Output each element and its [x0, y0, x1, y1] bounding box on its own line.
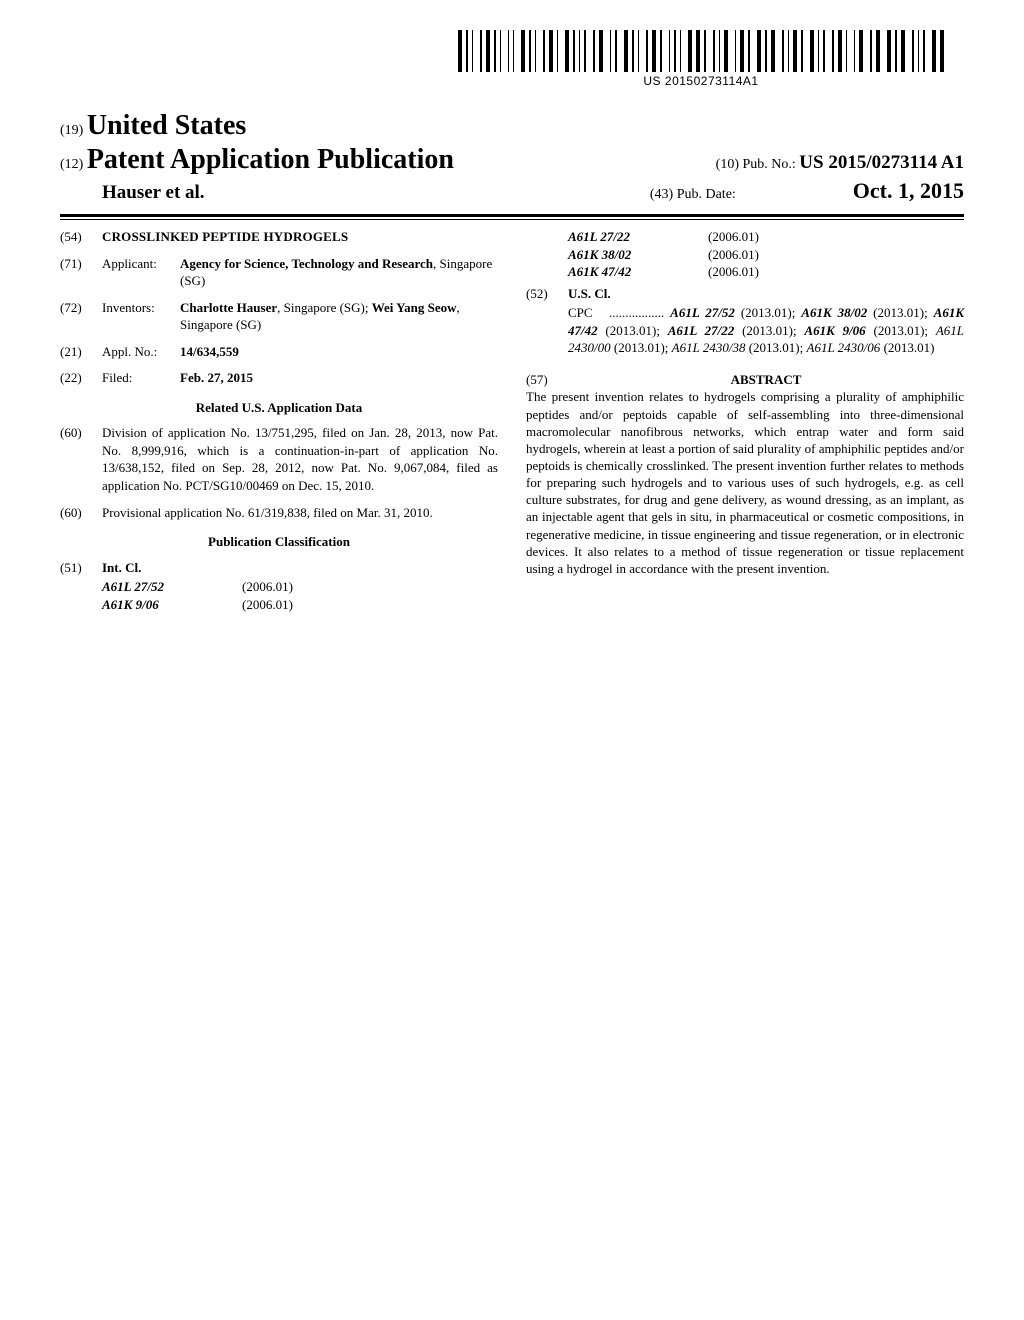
filed-date: Feb. 27, 2015: [180, 369, 498, 387]
abstract-label: ABSTRACT: [568, 371, 964, 389]
pubdate-label: Pub. Date:: [677, 187, 736, 202]
inid-applicant: (71): [60, 255, 102, 290]
barcode-text: US 20150273114A1: [458, 74, 944, 88]
barcode-block: US 20150273114A1: [458, 30, 944, 88]
intcl-year: (2006.01): [708, 263, 964, 281]
application-number: 14/634,559: [180, 343, 498, 361]
inid-country: (19): [60, 123, 83, 138]
barcode-graphic: [458, 30, 944, 72]
inid-inventors: (72): [60, 299, 102, 334]
authors: Hauser et al.: [60, 182, 205, 204]
left-column: (54) CROSSLINKED PEPTIDE HYDROGELS (71) …: [60, 228, 498, 613]
uscl-field: (52) U.S. Cl.: [526, 285, 964, 303]
right-column: A61L 27/22 (2006.01) A61K 38/02 (2006.01…: [526, 228, 964, 613]
publication-number: US 2015/0273114 A1: [799, 152, 964, 173]
classification-header: Publication Classification: [60, 533, 498, 551]
intcl-row: A61K 9/06 (2006.01): [60, 596, 498, 614]
inid-related: (60): [60, 424, 102, 494]
abstract-header-row: (57) ABSTRACT: [526, 371, 964, 389]
related-text: Provisional application No. 61/319,838, …: [102, 504, 498, 522]
inid-related: (60): [60, 504, 102, 522]
inventors-label: Inventors:: [102, 299, 180, 334]
applicant-name: Agency for Science, Technology and Resea…: [180, 256, 433, 271]
filed-label: Filed:: [102, 369, 180, 387]
intcl-year: (2006.01): [242, 596, 498, 614]
intcl-row: A61L 27/22 (2006.01): [526, 228, 964, 246]
inventors-field: (72) Inventors: Charlotte Hauser, Singap…: [60, 299, 498, 334]
related-header: Related U.S. Application Data: [60, 399, 498, 417]
intcl-row: A61L 27/52 (2006.01): [60, 578, 498, 596]
title-field: (54) CROSSLINKED PEPTIDE HYDROGELS: [60, 228, 498, 246]
inid-uscl: (52): [526, 285, 568, 303]
publication-date: Oct. 1, 2015: [853, 178, 964, 203]
cpc-block: CPC ................. A61L 27/52 (2013.0…: [526, 304, 964, 357]
intcl-code: A61K 47/42: [568, 263, 708, 281]
inid-applno: (21): [60, 343, 102, 361]
inventor-name: Wei Yang Seow: [372, 300, 457, 315]
publication-type: Patent Application Publication: [87, 144, 454, 175]
inventor-name: Charlotte Hauser: [180, 300, 277, 315]
invention-title: CROSSLINKED PEPTIDE HYDROGELS: [102, 228, 498, 246]
rule-thin: [60, 219, 964, 220]
related-entry: (60) Division of application No. 13/751,…: [60, 424, 498, 494]
intcl-field: (51) Int. Cl.: [60, 559, 498, 577]
publication-line: (12) Patent Application Publication (10)…: [60, 144, 964, 176]
country-name: United States: [87, 110, 246, 141]
inventor-loc: , Singapore (SG);: [277, 300, 372, 315]
intcl-code: A61K 9/06: [102, 596, 242, 614]
applno-field: (21) Appl. No.: 14/634,559: [60, 343, 498, 361]
applicant-label: Applicant:: [102, 255, 180, 290]
inid-title: (54): [60, 228, 102, 246]
related-text: Division of application No. 13/751,295, …: [102, 424, 498, 494]
intcl-year: (2006.01): [242, 578, 498, 596]
inid-abstract: (57): [526, 371, 568, 389]
inid-intcl: (51): [60, 559, 102, 577]
inid-filed: (22): [60, 369, 102, 387]
cpc-dots: .................: [603, 305, 670, 320]
cpc-label: CPC: [568, 304, 603, 322]
authors-date-line: Hauser et al. (43) Pub. Date: Oct. 1, 20…: [60, 178, 964, 210]
intcl-code: A61K 38/02: [568, 246, 708, 264]
abstract-text: The present invention relates to hydroge…: [526, 388, 964, 577]
uscl-label: U.S. Cl.: [568, 285, 964, 303]
intcl-code: A61L 27/22: [568, 228, 708, 246]
intcl-year: (2006.01): [708, 228, 964, 246]
intcl-row: A61K 38/02 (2006.01): [526, 246, 964, 264]
rule-thick: [60, 214, 964, 217]
filed-field: (22) Filed: Feb. 27, 2015: [60, 369, 498, 387]
header: (19) United States (12) Patent Applicati…: [60, 110, 964, 220]
related-entry: (60) Provisional application No. 61/319,…: [60, 504, 498, 522]
intcl-label: Int. Cl.: [102, 559, 498, 577]
inid-pubtype: (12): [60, 157, 83, 172]
country-line: (19) United States: [60, 110, 964, 142]
applicant-field: (71) Applicant: Agency for Science, Tech…: [60, 255, 498, 290]
inid-pubdate: (43): [650, 187, 673, 202]
intcl-code: A61L 27/52: [102, 578, 242, 596]
intcl-row: A61K 47/42 (2006.01): [526, 263, 964, 281]
inid-pubno: (10): [716, 157, 739, 172]
applno-label: Appl. No.:: [102, 343, 180, 361]
intcl-year: (2006.01): [708, 246, 964, 264]
pubno-label: Pub. No.:: [743, 157, 796, 172]
body-columns: (54) CROSSLINKED PEPTIDE HYDROGELS (71) …: [60, 228, 964, 613]
